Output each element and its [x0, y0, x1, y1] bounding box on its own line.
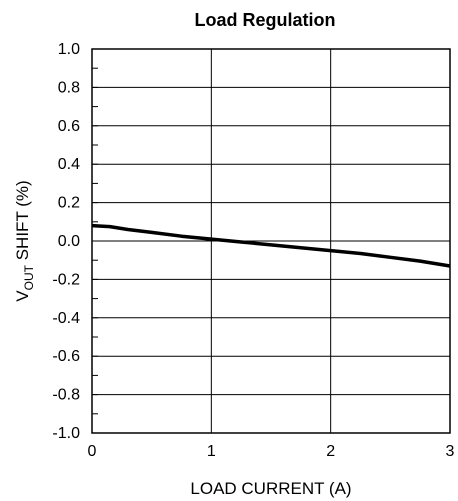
plot-frame: [91, 48, 451, 434]
y-tick-label: -0.6: [52, 348, 80, 365]
y-tick-label: -1.0: [52, 425, 80, 442]
y-tick-labels: 1.0 0.8 0.6 0.4 0.2 0.0 -0.2 -0.4 -0.6 -0.8 -1.0: [52, 41, 80, 442]
y-axis-label-main: V: [13, 290, 32, 302]
y-tick-label: 0.2: [58, 195, 80, 212]
plot-border: [91, 48, 451, 434]
grid: [91, 48, 451, 434]
x-axis-label: LOAD CURRENT (A): [190, 479, 351, 498]
y-tick-label: 1.0: [58, 41, 80, 58]
x-tick-label: 2: [326, 443, 335, 460]
y-tick-label: -0.8: [52, 387, 80, 404]
y-tick-label: 0.8: [58, 79, 80, 96]
x-tick-label: 0: [88, 443, 97, 460]
series-layer: [91, 223, 451, 268]
y-tick-label: 0.4: [58, 156, 80, 173]
y-tick-label: 0.0: [58, 233, 80, 250]
x-tick-labels: 0 1 2 3: [88, 443, 455, 460]
series-line: [91, 223, 451, 268]
y-tick-label: -0.4: [52, 310, 80, 327]
y-axis-label: VOUT SHIFT (%): [13, 180, 36, 301]
y-axis-label-rest: SHIFT (%): [13, 180, 32, 265]
x-tick-label: 3: [446, 443, 455, 460]
x-tick-label: 1: [207, 443, 216, 460]
chart-title: Load Regulation: [195, 10, 336, 30]
y-tick-label: 0.6: [58, 118, 80, 135]
y-axis-label-subscript: OUT: [22, 264, 36, 290]
y-tick-label: -0.2: [52, 271, 80, 288]
